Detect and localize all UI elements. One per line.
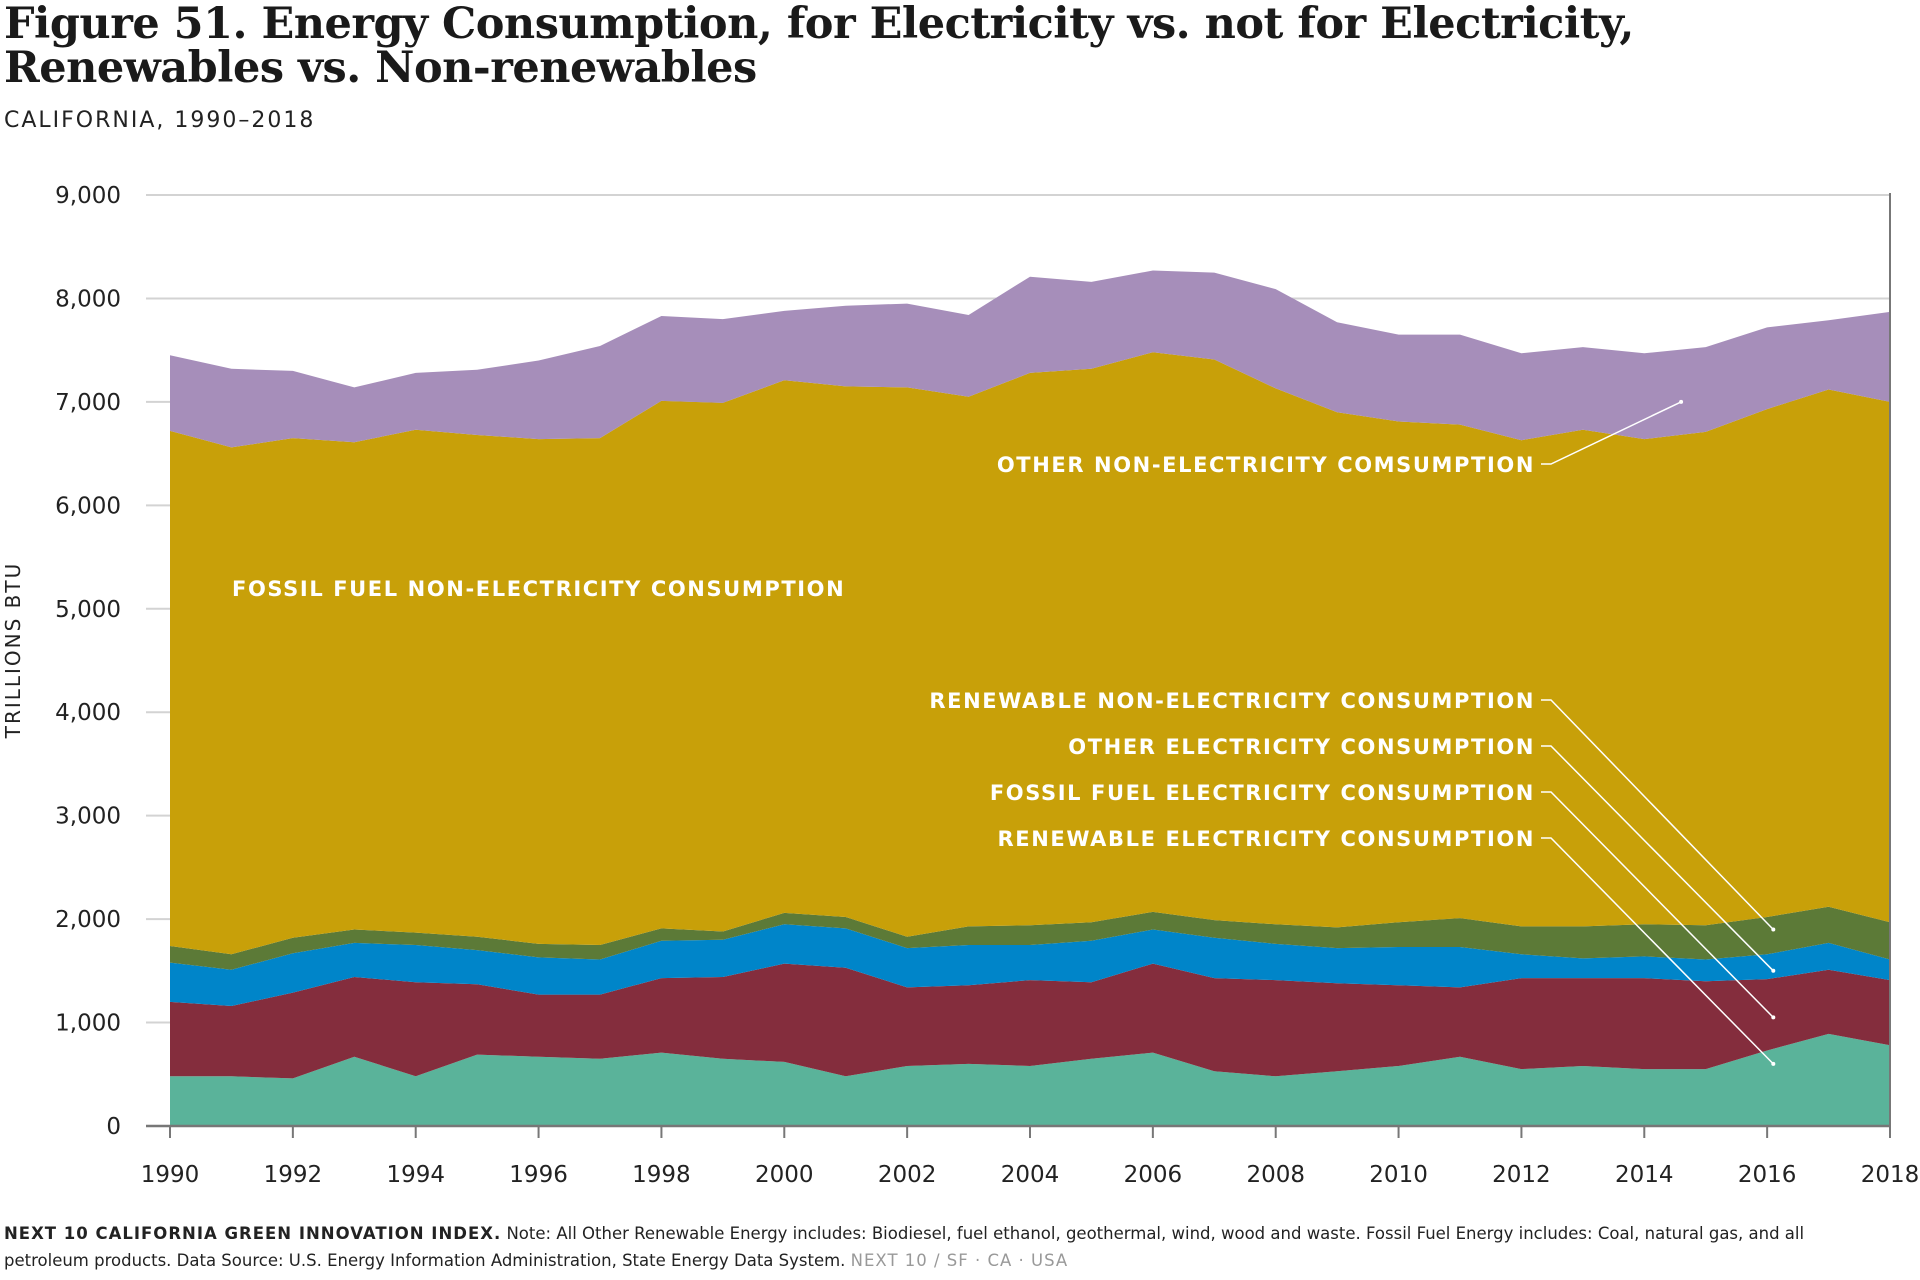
- x-tick-label: 2008: [1246, 1162, 1305, 1188]
- y-tick-label: 3,000: [55, 804, 121, 830]
- y-tick-label: 6,000: [55, 493, 121, 519]
- annotation-renewable-electricity-consumption: RENEWABLE ELECTRICITY CONSUMPTION: [998, 827, 1535, 851]
- chart-footer: NEXT 10 CALIFORNIA GREEN INNOVATION INDE…: [4, 1220, 1884, 1274]
- area-other-electricity-consumption: [170, 924, 1890, 1006]
- x-tick-label: 2018: [1861, 1162, 1920, 1188]
- footer-brand: NEXT 10 CALIFORNIA GREEN INNOVATION INDE…: [4, 1224, 502, 1243]
- y-tick-label: 8,000: [55, 286, 121, 312]
- annotation-other-electricity-consumption: OTHER ELECTRICITY CONSUMPTION: [1068, 735, 1535, 759]
- annotation-other-non-electricity-comsumption: OTHER NON-ELECTRICITY COMSUMPTION: [997, 453, 1535, 477]
- annotation-leader-line: [1541, 699, 1774, 931]
- x-tick-labels: 1990 1992 1994 1996 1998 2000 2002 2004 2006 2008…: [141, 1162, 1920, 1188]
- y-tick-label: 7,000: [55, 390, 121, 416]
- area-fossil-fuel-electricity-consumption: [170, 963, 1890, 1079]
- y-tick-label: 5,000: [55, 597, 121, 623]
- stacked-area-chart: 0 1,000 2,000 3,000 4,000 5,000 6,000 7,000 8,00…: [1, 183, 1920, 1188]
- area-fossil-fuel-non-electricity-consumption: [170, 352, 1890, 955]
- y-axis-label: TRILLIONS BTU: [1, 562, 25, 740]
- annotation-fossil-fuel-electricity-consumption: FOSSIL FUEL ELECTRICITY CONSUMPTION: [990, 781, 1535, 805]
- x-tick-label: 2002: [878, 1162, 937, 1188]
- y-tick-label: 9,000: [55, 183, 121, 209]
- chart-title: Figure 51. Energy Consumption, for Elect…: [4, 2, 1904, 90]
- y-tick-labels: 0 1,000 2,000 3,000 4,000 5,000 6,000 7,000 8,00…: [55, 183, 121, 1140]
- annotation-leader-line: [1541, 745, 1774, 972]
- area-renewable-non-electricity-consumption: [170, 906, 1890, 970]
- series-annotations: OTHER NON-ELECTRICITY COMSUMPTION FOSSIL …: [232, 399, 1776, 1066]
- footer-tag: NEXT 10 / SF · CA · USA: [850, 1251, 1069, 1270]
- annotation-leader-line: [1541, 837, 1774, 1065]
- chart-title-line1: Figure 51. Energy Consumption, for Elect…: [4, 0, 1634, 49]
- annotation-leader-line: [1541, 401, 1682, 465]
- axes: [146, 193, 1891, 1138]
- y-tick-label: 4,000: [55, 700, 121, 726]
- x-tick-label: 2010: [1369, 1162, 1428, 1188]
- y-tick-label: 1,000: [55, 1011, 121, 1037]
- area-renewable-electricity-consumption: [170, 1033, 1890, 1126]
- area-other-non-electricity-comsumption: [170, 270, 1890, 448]
- y-tick-label: 2,000: [55, 907, 121, 933]
- x-tick-label: 2012: [1492, 1162, 1551, 1188]
- annotation-leader-dot: [1771, 968, 1776, 973]
- x-tick-label: 1994: [386, 1162, 445, 1188]
- x-tick-label: 1996: [509, 1162, 568, 1188]
- area-series: [170, 270, 1890, 1126]
- annotation-leader-dot: [1771, 1061, 1776, 1066]
- annotation-leader-dot: [1771, 927, 1776, 932]
- y-tick-label: 0: [106, 1114, 121, 1140]
- annotation-leader-line: [1541, 791, 1774, 1018]
- x-tick-label: 2016: [1738, 1162, 1797, 1188]
- x-tick-label: 2004: [1001, 1162, 1060, 1188]
- x-tick-label: 2000: [755, 1162, 814, 1188]
- x-tick-label: 1998: [632, 1162, 691, 1188]
- chart-title-line2: Renewables vs. Non-renewables: [4, 43, 757, 93]
- x-tick-label: 2014: [1615, 1162, 1674, 1188]
- annotation-renewable-non-electricity-consumption: RENEWABLE NON-ELECTRICITY CONSUMPTION: [929, 689, 1535, 713]
- annotation-leader-dot: [1771, 1015, 1776, 1020]
- x-tick-label: 2006: [1124, 1162, 1183, 1188]
- x-tick-label: 1990: [141, 1162, 200, 1188]
- x-tick-label: 1992: [264, 1162, 323, 1188]
- footer-note: Note: All Other Renewable Energy include…: [4, 1224, 1805, 1270]
- chart-subtitle: CALIFORNIA, 1990–2018: [4, 108, 316, 133]
- annotation-fossil-fuel-non-electricity-consumption: FOSSIL FUEL NON-ELECTRICITY CONSUMPTION: [232, 577, 845, 601]
- annotation-leader-dot: [1679, 399, 1684, 404]
